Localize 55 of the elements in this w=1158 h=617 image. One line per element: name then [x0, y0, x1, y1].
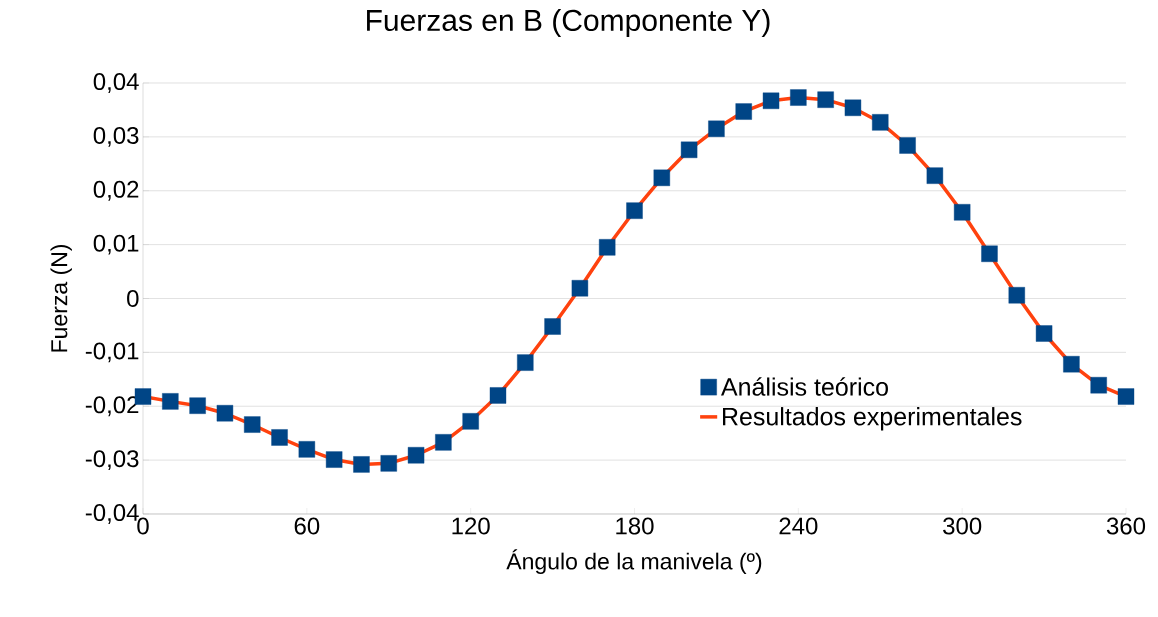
y-tick-label: 0,04: [93, 73, 139, 93]
y-axis-title: Fuerza (N): [50, 244, 72, 352]
point: [1035, 325, 1053, 342]
point: [1117, 388, 1135, 405]
point: [489, 387, 507, 404]
point: [735, 103, 752, 120]
point: [626, 202, 643, 219]
point: [407, 447, 425, 464]
point: [1008, 287, 1025, 304]
point: [544, 318, 561, 335]
x-tick-label: 300: [943, 517, 982, 535]
point: [271, 429, 288, 446]
y-tick-label: 0: [127, 290, 139, 307]
point: [953, 204, 971, 221]
point: [844, 99, 862, 116]
legend-label: Resultados experimentales: [723, 407, 1022, 431]
legend-label: Análisis teórico: [720, 377, 888, 396]
point: [817, 91, 834, 108]
point: [435, 434, 452, 451]
x-tick-label: 180: [616, 517, 654, 535]
point: [599, 239, 616, 256]
x-tick-label: 240: [779, 517, 818, 535]
point: [189, 397, 206, 414]
point: [762, 92, 780, 109]
x-tick-label: 360: [1106, 517, 1146, 535]
point: [162, 393, 179, 410]
x-tick-label: 120: [452, 517, 490, 535]
point: [571, 280, 589, 297]
y-tick-label: 0,03: [93, 126, 139, 147]
point: [325, 451, 343, 468]
point: [899, 137, 916, 154]
point: [981, 245, 998, 262]
y-tick-label: 0,01: [93, 234, 139, 255]
point: [790, 89, 807, 106]
y-tick-label: -0,03: [85, 450, 139, 471]
y-tick-label: 0,02: [93, 180, 139, 201]
point: [1063, 356, 1080, 373]
point: [680, 141, 698, 158]
point: [353, 456, 370, 473]
point: [517, 354, 534, 371]
point: [298, 441, 316, 458]
point: [926, 167, 944, 184]
point: [462, 413, 479, 430]
point: [872, 114, 889, 131]
point: [653, 169, 671, 187]
point: [244, 416, 261, 433]
point: [1090, 377, 1107, 394]
chart-title: Fuerzas en B (Componente Y): [367, 9, 770, 37]
y-tick-label: -0,01: [85, 342, 139, 363]
point: [216, 405, 234, 422]
x-tick-label: 60: [294, 517, 320, 535]
point: [380, 455, 397, 472]
x-axis-title: Ángulo de la manivela (º): [506, 549, 762, 575]
point: [708, 120, 725, 137]
y-tick-label: -0,04: [85, 504, 139, 524]
